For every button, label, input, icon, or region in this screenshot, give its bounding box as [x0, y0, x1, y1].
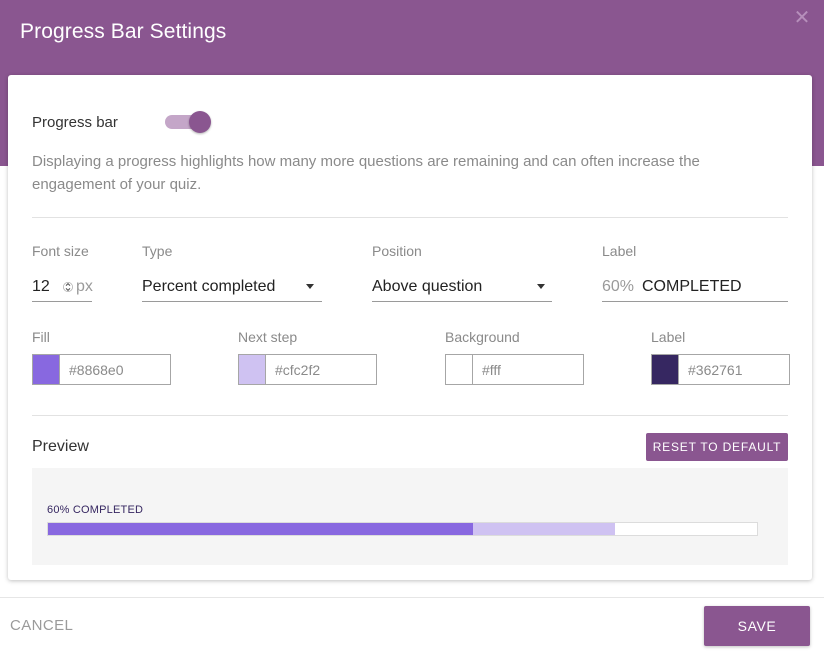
font-size-stepper-icon[interactable] — [63, 279, 73, 295]
background-swatch[interactable] — [446, 355, 473, 384]
fill-swatch[interactable] — [33, 355, 60, 384]
label-field-label: Label — [602, 243, 637, 259]
divider — [32, 217, 788, 218]
progress-bar-label: Progress bar — [32, 114, 118, 131]
reset-to-default-button[interactable]: RESET TO DEFAULT — [646, 433, 788, 461]
label-prefix: 60% — [602, 278, 635, 295]
background-color-field[interactable]: #fff — [445, 354, 584, 385]
preview-title: Preview — [32, 438, 89, 455]
label-color-label: Label — [651, 329, 686, 345]
position-label: Position — [372, 243, 422, 259]
dialog-footer: CANCEL SAVE — [0, 597, 824, 651]
position-underline — [372, 301, 552, 302]
background-color-value: #fff — [482, 362, 501, 378]
position-chevron-down-icon[interactable] — [537, 284, 545, 289]
label-input[interactable]: COMPLETED — [642, 278, 742, 295]
toggle-thumb — [189, 111, 211, 133]
close-icon[interactable]: ✕ — [793, 7, 811, 29]
fill-label: Fill — [32, 329, 50, 345]
next-step-color-value: #cfc2f2 — [275, 362, 321, 378]
divider — [32, 415, 788, 416]
font-size-unit: px — [76, 278, 93, 295]
settings-card: Progress bar Displaying a progress highl… — [8, 75, 812, 580]
type-select[interactable]: Percent completed — [142, 278, 276, 295]
progress-bar-description: Displaying a progress highlights how man… — [32, 153, 700, 193]
progress-bar-toggle[interactable] — [165, 111, 211, 133]
font-size-label: Font size — [32, 243, 89, 259]
next-step-color-field[interactable]: #cfc2f2 — [238, 354, 377, 385]
label-color-value: #362761 — [688, 362, 743, 378]
font-size-underline — [32, 301, 92, 302]
preview-box: 60% COMPLETED — [32, 468, 788, 565]
cancel-button[interactable]: CANCEL — [10, 617, 74, 634]
type-underline — [142, 301, 322, 302]
type-label: Type — [142, 243, 173, 259]
fill-color-value: #8868e0 — [69, 362, 124, 378]
preview-progress-bar — [47, 522, 758, 536]
label-underline — [602, 301, 788, 302]
label-color-swatch[interactable] — [652, 355, 679, 384]
progress-fill — [48, 523, 473, 535]
dialog-title: Progress Bar Settings — [20, 20, 227, 43]
fill-color-field[interactable]: #8868e0 — [32, 354, 171, 385]
next-step-swatch[interactable] — [239, 355, 266, 384]
position-select[interactable]: Above question — [372, 278, 483, 295]
font-size-input[interactable]: 12 — [32, 278, 50, 295]
background-label: Background — [445, 329, 520, 345]
preview-progress-text: 60% COMPLETED — [47, 504, 144, 516]
next-step-label: Next step — [238, 329, 298, 345]
type-chevron-down-icon[interactable] — [306, 284, 314, 289]
save-button[interactable]: SAVE — [704, 606, 810, 646]
label-color-field[interactable]: #362761 — [651, 354, 790, 385]
